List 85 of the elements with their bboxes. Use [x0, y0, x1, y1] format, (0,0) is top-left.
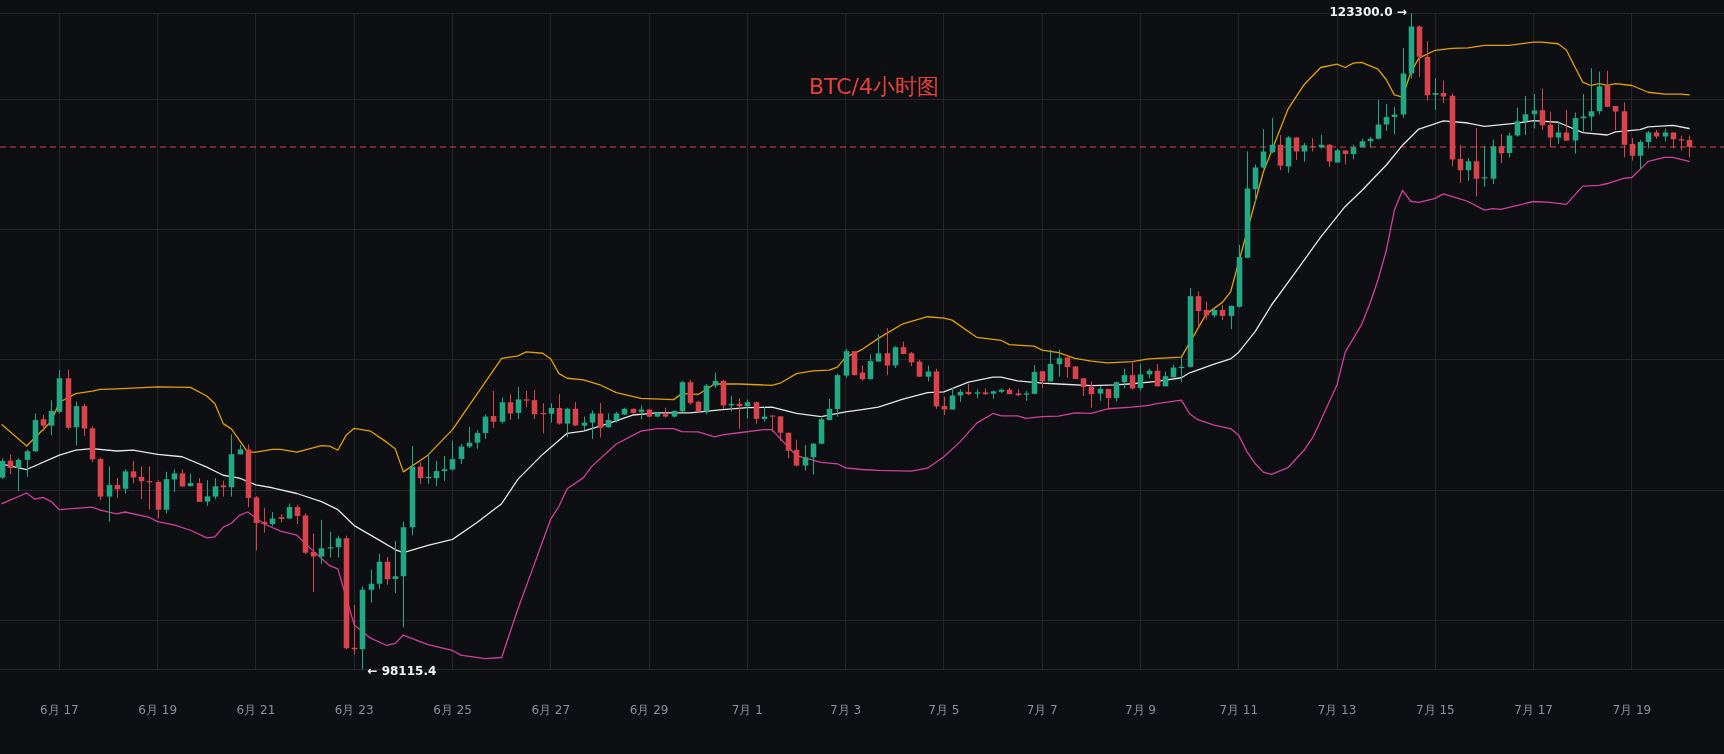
x-tick-label: 7月 9: [1124, 702, 1157, 717]
candlestick: [941, 396, 948, 416]
candlestick: [474, 429, 481, 450]
candlestick: [106, 465, 113, 523]
candlestick: [1522, 95, 1529, 136]
candlestick: [1588, 67, 1595, 132]
candlestick: [318, 519, 325, 565]
text: BTC/4小时图: [808, 73, 940, 101]
candlestick: [1064, 356, 1071, 379]
candlestick: [171, 469, 178, 493]
candlestick: [490, 390, 497, 429]
x-tick-label: 7月 17: [1514, 702, 1553, 717]
candlestick: [744, 399, 751, 419]
candlestick: [875, 333, 882, 363]
candlestick: [310, 533, 317, 593]
candlestick: [1637, 139, 1644, 170]
candlestick: [1056, 349, 1063, 378]
candlestick: [441, 455, 448, 482]
x-tick-label: 6月 19: [138, 702, 178, 717]
candlestick: [515, 386, 522, 420]
candlestick: [81, 403, 88, 437]
candlestick: [777, 415, 784, 442]
candlestick: [802, 444, 809, 472]
candlestick: [1514, 107, 1521, 138]
candlestick: [466, 426, 473, 449]
candlestick: [1465, 157, 1472, 182]
candlestick: [589, 409, 596, 440]
candlestick: [1137, 363, 1144, 392]
candlestick: [1195, 290, 1202, 328]
candlestick: [556, 393, 563, 426]
candlestick: [499, 397, 506, 425]
x-tick-label: 7月 1: [731, 702, 763, 717]
candlestick: [1375, 99, 1382, 140]
candlestick: [949, 387, 956, 411]
x-tick-label: 6月 17: [40, 702, 79, 717]
candlestick: [851, 350, 858, 377]
candlestick: [1612, 105, 1619, 131]
x-tick-label: 6月 23: [334, 702, 374, 717]
candlestick: [531, 389, 538, 420]
candlestick: [392, 540, 399, 594]
candlestick: [433, 460, 440, 487]
x-tick-label: 7月 3: [830, 702, 862, 717]
candlestick: [48, 399, 55, 436]
x-tick-label: 7月 15: [1415, 702, 1455, 717]
candlestick: [1113, 380, 1120, 402]
candlestick: [130, 460, 137, 484]
x-tick-label: 6月 27: [531, 702, 571, 717]
x-tick-label: 6月 25: [433, 702, 472, 717]
candlestick: [785, 432, 792, 459]
candlestick: [327, 531, 334, 559]
candlestick: [376, 553, 383, 590]
x-tick-label: 7月 19: [1612, 702, 1652, 717]
candlestick: [1481, 145, 1488, 188]
candlestick: [1563, 109, 1570, 142]
candlestick: [564, 407, 571, 438]
candlestick: [687, 379, 694, 406]
candlestick: [597, 402, 604, 438]
x-tick-label: 7月 7: [1026, 702, 1058, 717]
x-tick-label: 7月 5: [928, 702, 960, 717]
candlestick: [1383, 103, 1390, 132]
candlestick: [335, 535, 342, 559]
candlestick: [212, 477, 219, 500]
candlestick: [24, 448, 31, 478]
candlestick: [867, 353, 874, 381]
candlestick: [1391, 106, 1398, 135]
candlestick: [1121, 368, 1128, 389]
annotation: 123300.0 →: [1329, 5, 1407, 20]
candlestick: [548, 402, 555, 424]
candlestick: [196, 477, 203, 503]
annotation: ← 98115.4: [367, 663, 437, 678]
candlestick: [0, 457, 6, 480]
candlestick: [204, 479, 211, 507]
candlestick: [449, 440, 456, 472]
x-tick-label: 7月 11: [1219, 702, 1259, 717]
candlestick: [1260, 128, 1267, 170]
x-tick-label: 6月 29: [629, 702, 669, 717]
x-tick-label: 6月 21: [236, 702, 276, 717]
candlestick: [793, 439, 800, 467]
candlestick: [1031, 364, 1038, 395]
candlestick: [294, 504, 301, 525]
candlestick: [1555, 120, 1562, 145]
x-tick-label: 7月 13: [1317, 702, 1357, 717]
candlestick: [1432, 77, 1439, 111]
candlestick: [368, 569, 375, 603]
candlestick: [122, 468, 129, 494]
